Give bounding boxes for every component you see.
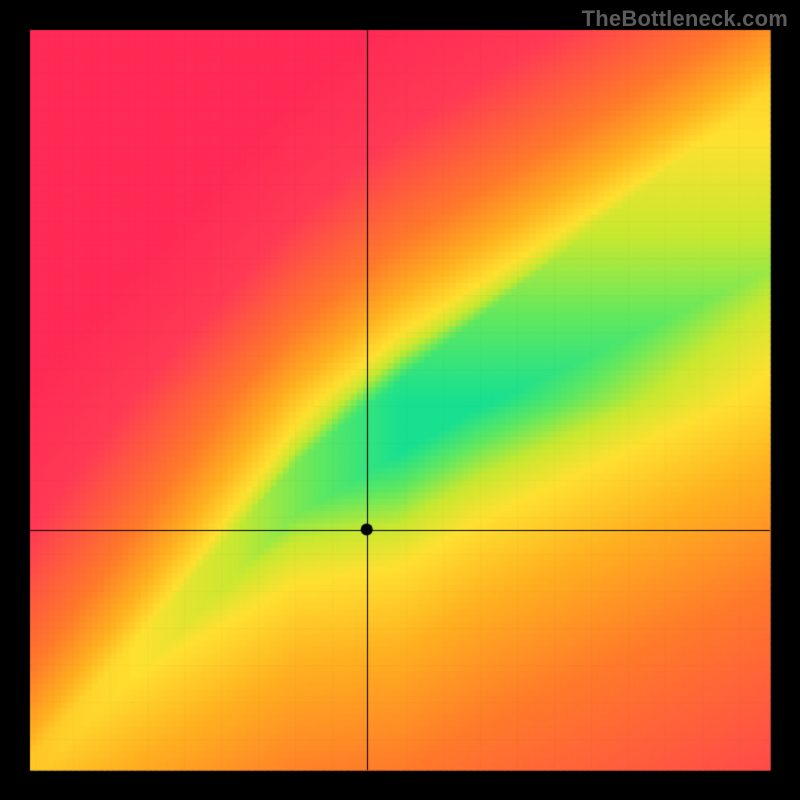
bottleneck-heatmap-canvas — [0, 0, 800, 800]
chart-container: TheBottleneck.com — [0, 0, 800, 800]
watermark-text: TheBottleneck.com — [582, 6, 788, 32]
